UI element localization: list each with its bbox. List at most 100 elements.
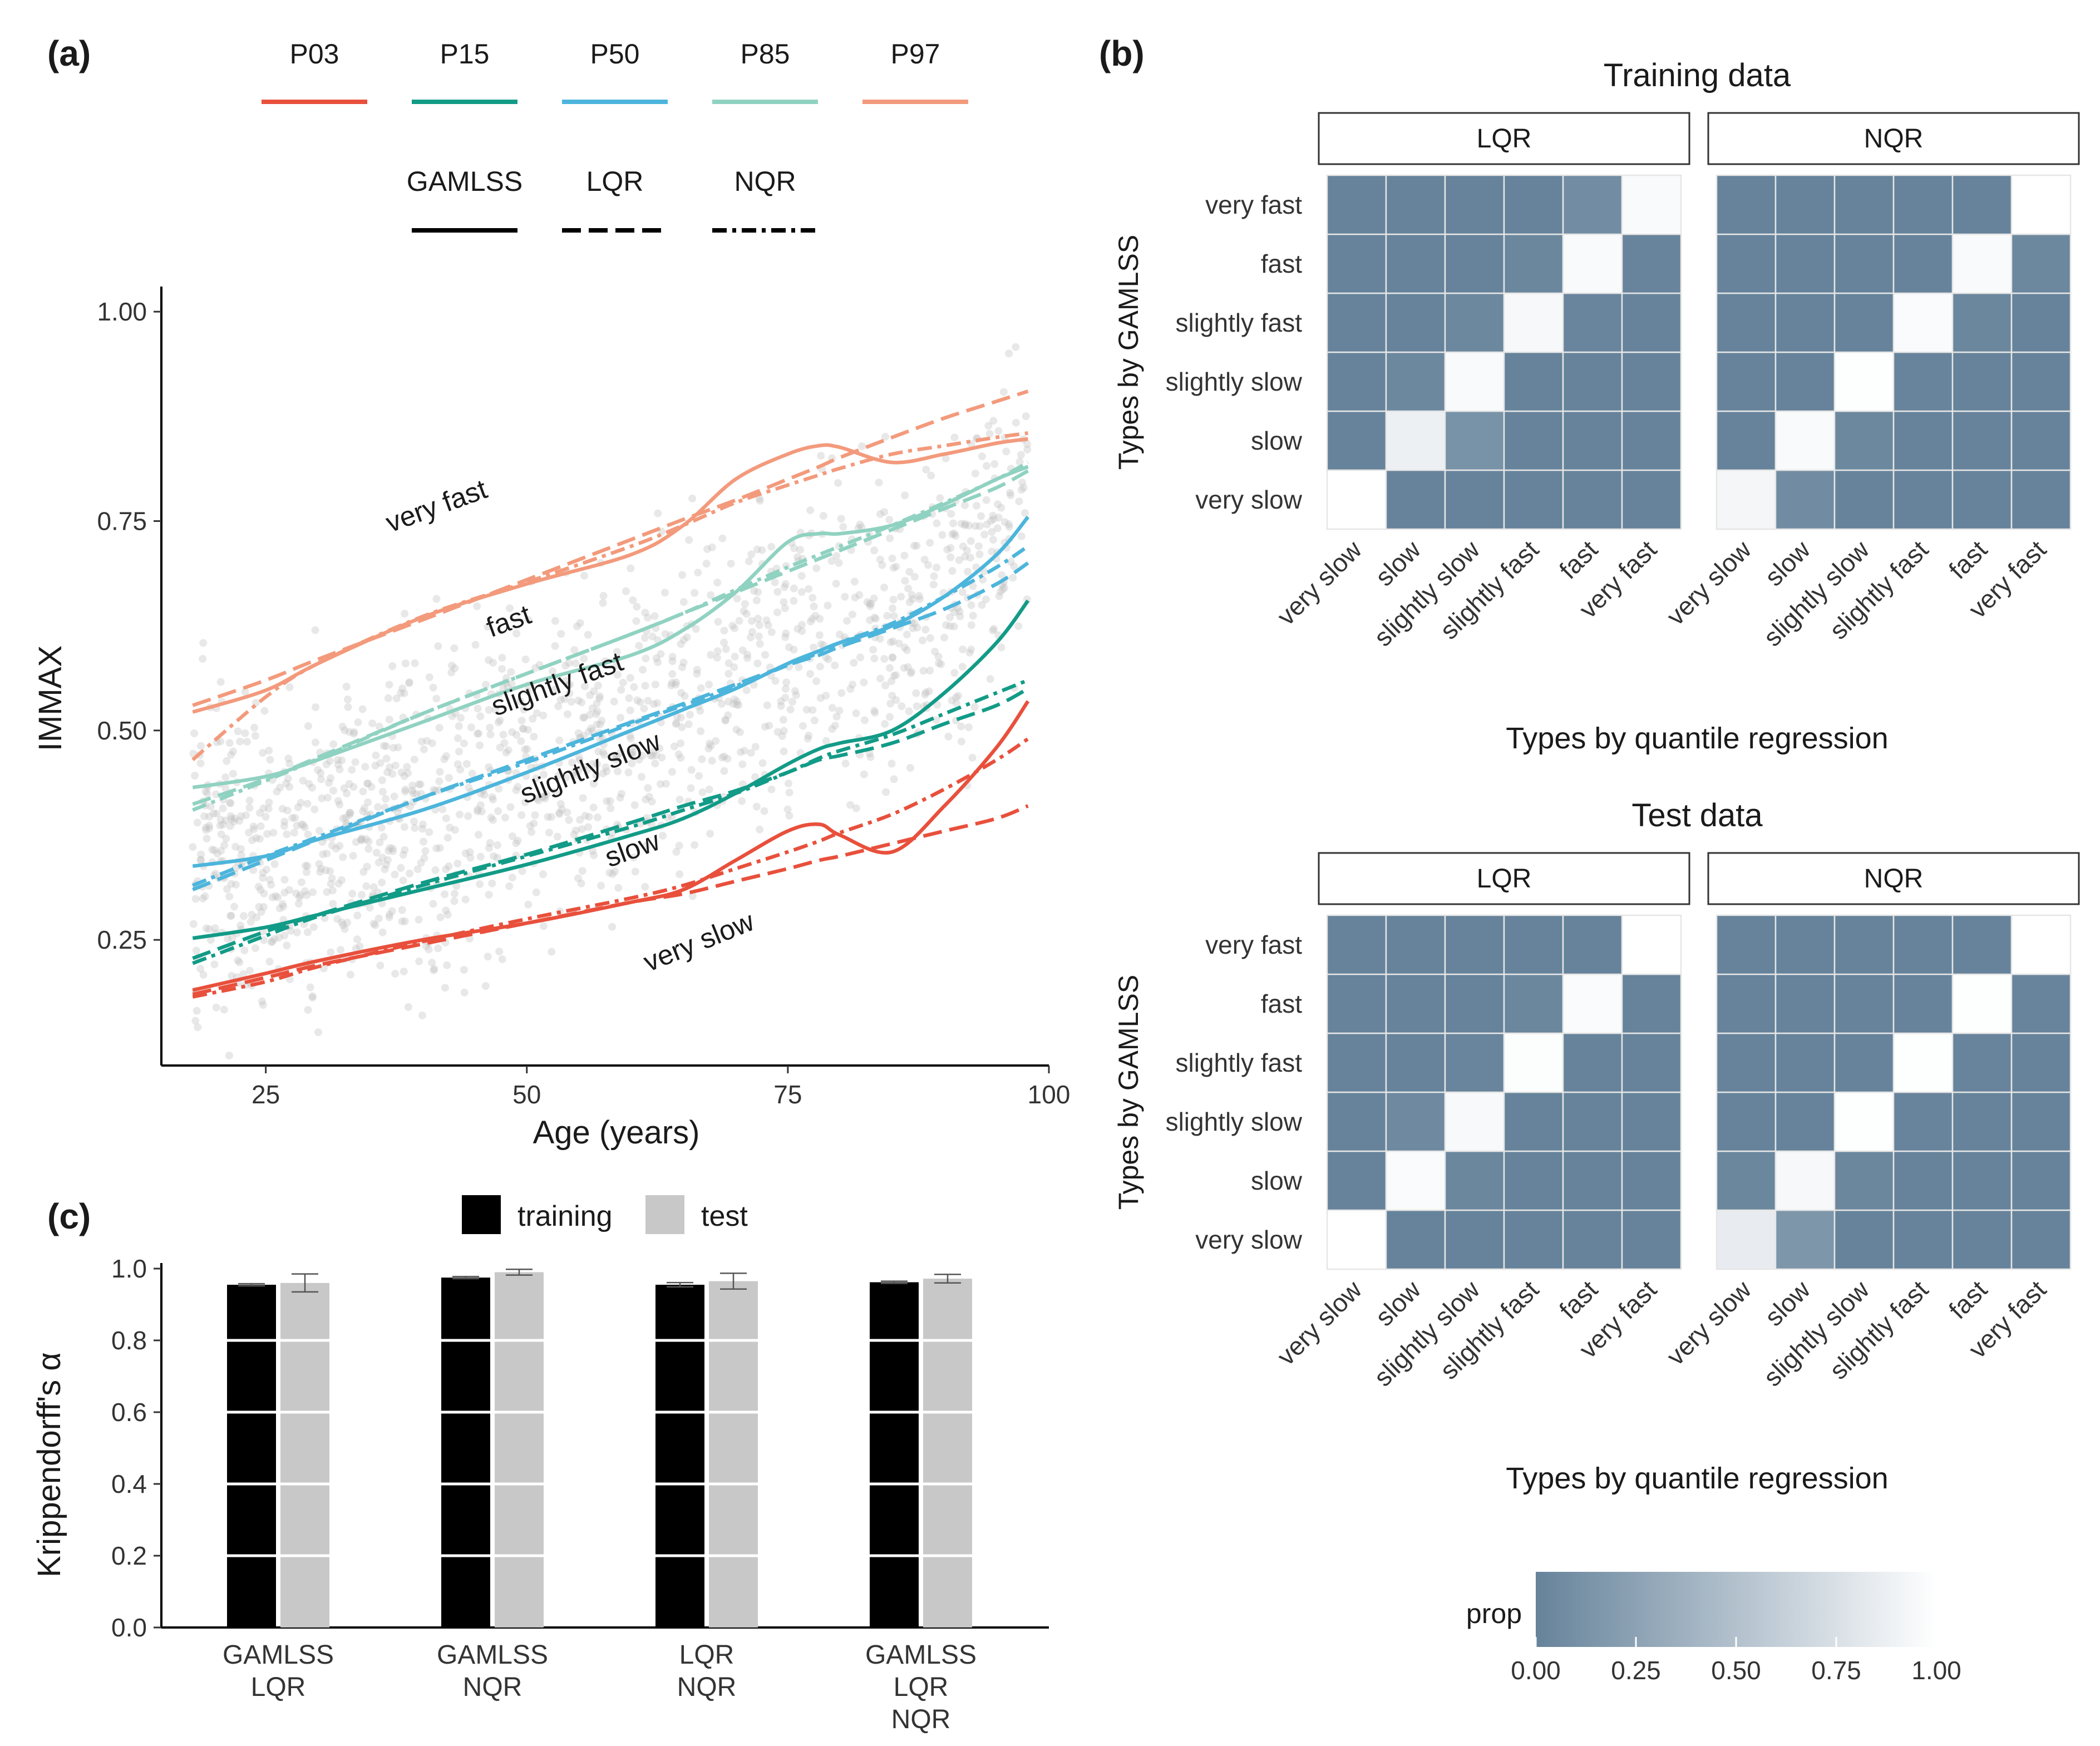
data-point <box>870 546 878 555</box>
annotation-very-fast: very fast <box>382 473 491 538</box>
data-point <box>661 589 669 597</box>
y-axis-title: IMMAX <box>32 645 68 751</box>
data-point <box>672 720 680 728</box>
data-point <box>745 557 753 565</box>
data-point <box>337 876 346 884</box>
data-point <box>203 790 211 798</box>
data-point <box>641 682 649 690</box>
data-point <box>922 466 930 474</box>
error-bar <box>667 1281 693 1288</box>
data-point <box>524 900 533 909</box>
data-point <box>797 588 806 596</box>
data-point <box>419 837 427 846</box>
data-point <box>790 584 798 593</box>
data-point <box>1023 446 1032 453</box>
data-point <box>684 720 693 728</box>
data-point <box>339 853 347 861</box>
data-point <box>741 600 749 608</box>
data-point <box>704 744 713 753</box>
data-point <box>788 698 796 706</box>
data-point <box>713 579 722 586</box>
data-point <box>805 585 813 593</box>
data-point <box>886 713 894 721</box>
data-point <box>793 553 802 561</box>
heatmap-cell <box>1621 1091 1682 1152</box>
curve-p97-lqr <box>192 389 1029 707</box>
data-point <box>756 640 764 648</box>
data-point <box>963 546 971 555</box>
data-point <box>755 621 763 629</box>
data-point <box>210 846 219 855</box>
data-point <box>589 803 598 812</box>
data-point <box>706 739 713 748</box>
data-point <box>977 512 985 520</box>
data-point <box>919 667 928 675</box>
data-point <box>409 789 417 797</box>
data-point <box>676 870 684 879</box>
data-point <box>955 608 964 616</box>
data-point <box>798 620 806 629</box>
data-point <box>913 624 921 632</box>
data-point <box>742 686 751 694</box>
x-tick-label: very slow <box>1661 535 1757 631</box>
heatmap-cell <box>1716 292 1777 353</box>
data-point <box>491 706 500 714</box>
heatmap-cell <box>1774 469 1836 530</box>
heatmap-cell <box>1951 351 2013 412</box>
data-point <box>679 598 688 606</box>
data-point <box>625 694 633 702</box>
data-point <box>642 654 650 663</box>
y-tick-label: 1.0 <box>111 1254 147 1283</box>
data-point <box>603 797 611 805</box>
data-point <box>598 717 606 725</box>
data-point <box>590 851 598 860</box>
data-point <box>201 787 210 796</box>
heatmap-cell <box>1326 469 1387 530</box>
data-point <box>361 763 369 771</box>
data-point <box>1023 595 1031 604</box>
data-point <box>291 814 299 822</box>
data-point <box>675 841 683 850</box>
data-point <box>403 763 411 771</box>
data-point <box>888 554 896 563</box>
heatmap-cell <box>1385 1150 1446 1211</box>
data-point <box>420 745 428 753</box>
data-point <box>369 883 378 891</box>
data-point <box>876 674 884 683</box>
data-point <box>558 805 566 813</box>
data-point <box>265 958 274 966</box>
panel-label-a: (a) <box>47 33 91 73</box>
data-point <box>579 714 587 722</box>
data-point <box>374 914 383 923</box>
data-point <box>639 665 647 674</box>
data-point <box>520 706 528 713</box>
data-point <box>241 688 249 696</box>
data-point <box>614 670 622 679</box>
data-point <box>990 460 999 468</box>
data-point <box>786 706 795 714</box>
data-point <box>755 632 763 640</box>
data-point <box>722 645 730 653</box>
y-tick-label: very fast <box>1205 190 1302 219</box>
data-point <box>686 711 694 719</box>
x-tick-label: GAMLSS <box>865 1640 977 1670</box>
heatmap-cell <box>2010 233 2072 294</box>
data-point <box>767 628 776 637</box>
data-point <box>720 627 728 635</box>
data-point <box>371 921 379 929</box>
data-point <box>632 617 640 625</box>
data-point <box>901 491 909 500</box>
data-point <box>530 819 538 827</box>
data-point <box>350 728 358 736</box>
data-point <box>657 780 664 788</box>
data-point <box>265 746 273 754</box>
data-point <box>988 548 996 556</box>
bar-test <box>495 1272 544 1627</box>
data-point <box>580 732 588 740</box>
data-point <box>255 902 263 911</box>
data-point <box>555 736 564 744</box>
data-point <box>225 1052 233 1060</box>
data-point <box>954 692 963 700</box>
data-point <box>803 734 812 743</box>
heatmap-cell <box>1833 174 1895 235</box>
